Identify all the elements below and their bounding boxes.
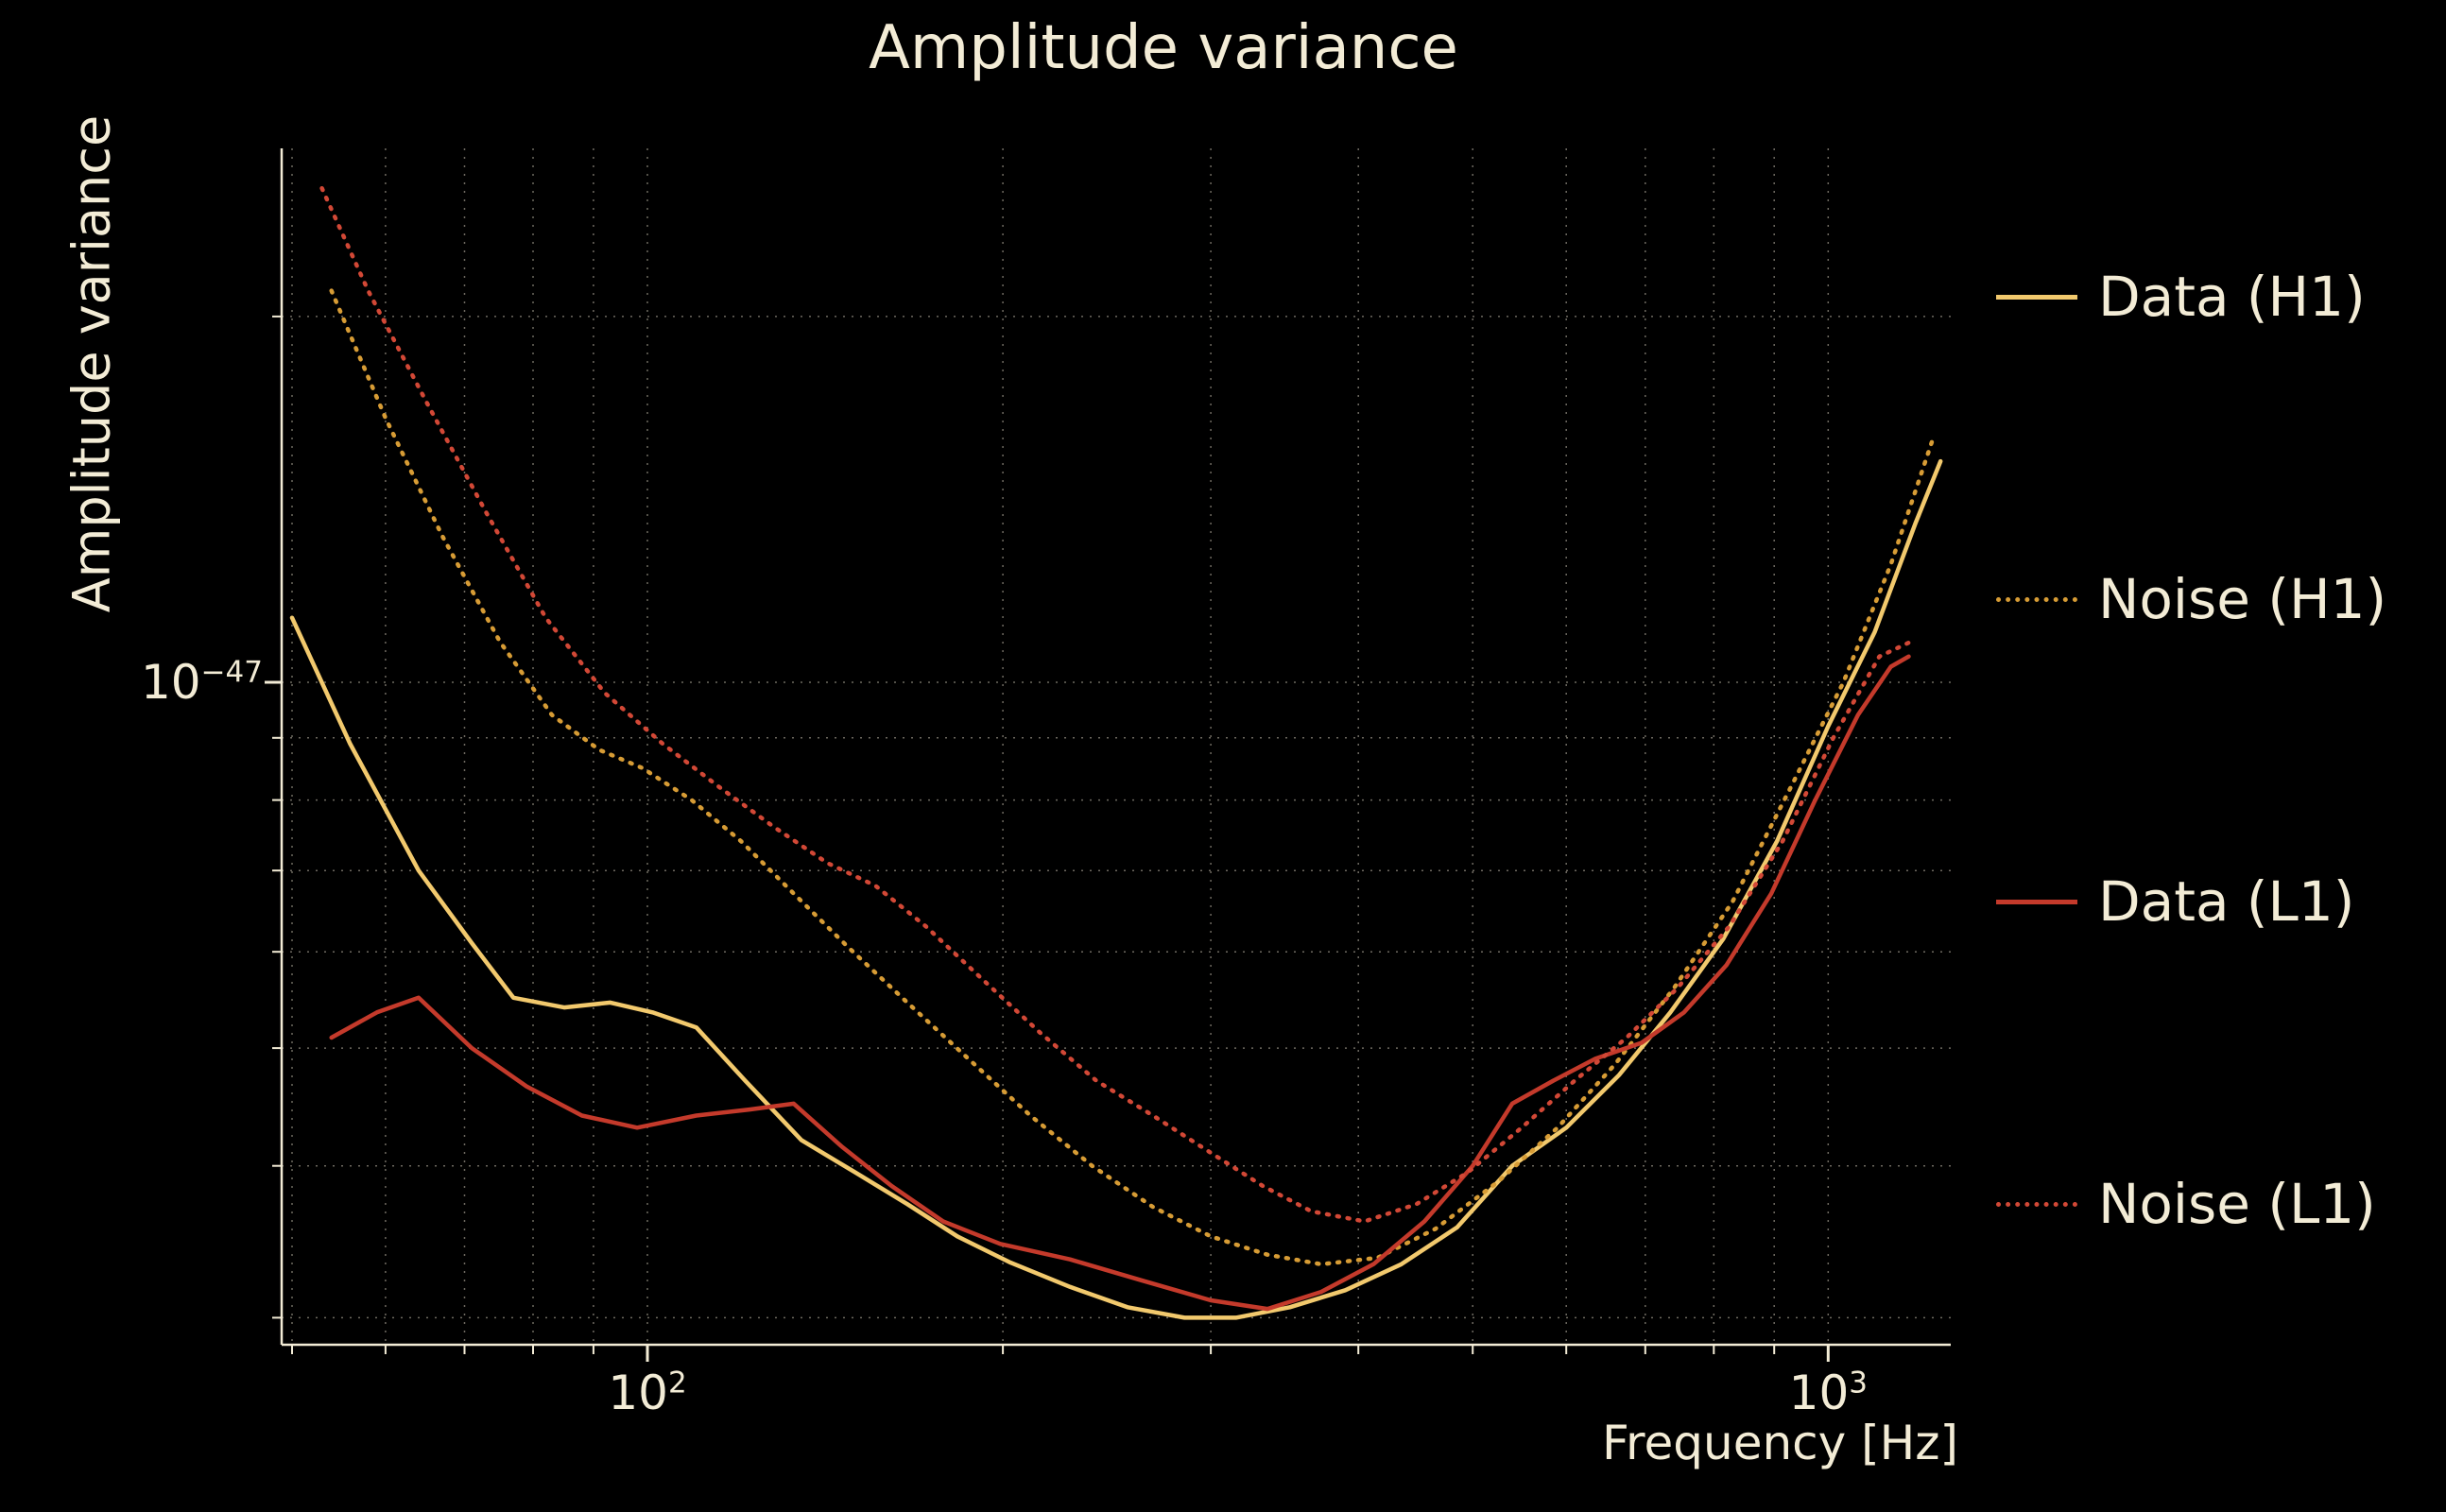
legend-entry-data-l1: Data (L1) <box>1996 869 2386 934</box>
legend-label-noise-h1: Noise (H1) <box>2098 567 2387 631</box>
legend: Data (H1) Noise (H1) Data (L1) Noise (L1… <box>1996 265 2386 1236</box>
series-line-noise-l1 <box>319 185 1914 1224</box>
y-axis-tick-label: 10−47 <box>140 654 263 710</box>
legend-line-sample-data-l1 <box>1996 899 2077 904</box>
x-axis-tick-label: 102 <box>608 1366 687 1420</box>
series-line-noise-h1 <box>329 288 1935 1267</box>
legend-line-sample-noise-h1 <box>1996 596 2077 602</box>
x-axis-tick-label: 103 <box>1788 1366 1868 1420</box>
legend-label-data-h1: Data (H1) <box>2098 265 2366 329</box>
legend-line-sample-data-h1 <box>1996 294 2077 300</box>
legend-entry-noise-l1: Noise (L1) <box>1996 1172 2386 1236</box>
series-line-data-l1 <box>329 654 1911 1312</box>
series-line-data-h1 <box>289 458 1943 1320</box>
legend-label-noise-l1: Noise (L1) <box>2098 1172 2376 1236</box>
legend-line-sample-noise-l1 <box>1996 1201 2077 1207</box>
legend-entry-noise-h1: Noise (H1) <box>1996 567 2386 631</box>
legend-label-data-l1: Data (L1) <box>2098 869 2355 934</box>
chart-title: Amplitude variance <box>869 13 1458 83</box>
legend-entry-data-h1: Data (H1) <box>1996 265 2386 329</box>
x-axis-label: Frequency [Hz] <box>1601 1416 1958 1470</box>
